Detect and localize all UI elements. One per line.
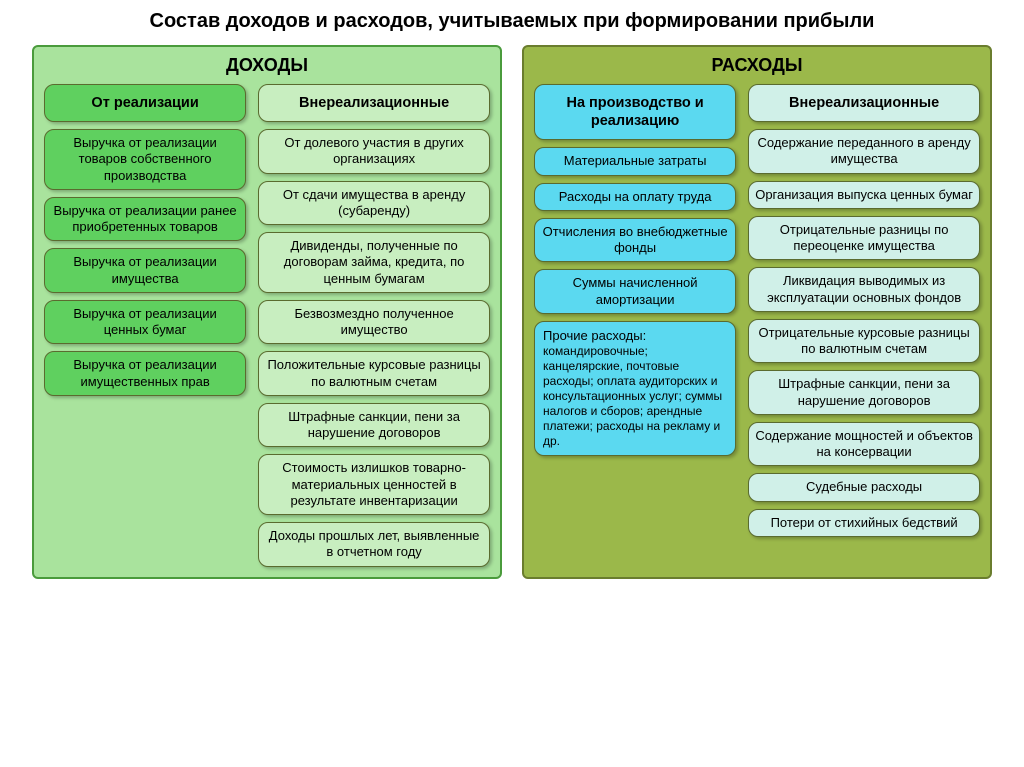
expense-right-item-4: Отрицательные курсовые разницы по валютн… — [748, 319, 980, 364]
income-right-item-3: Безвозмездно полученное имущество — [258, 300, 490, 345]
expense-right-column: Внереализационные Содержание переданного … — [748, 84, 980, 537]
income-left-item-2: Выручка от реализации имущества — [44, 248, 246, 293]
expense-right-item-1: Организация выпуска ценных бумаг — [748, 181, 980, 209]
expense-left-column: На производство и реализацию Материальные… — [534, 84, 736, 537]
expense-right-item-7: Судебные расходы — [748, 473, 980, 501]
expense-left-item-2: Отчисления во внебюджетные фонды — [534, 218, 736, 263]
income-right-header: Внереализационные — [258, 84, 490, 122]
income-right-item-1: От сдачи имущества в аренду (субаренду) — [258, 181, 490, 226]
expense-right-item-8: Потери от стихийных бедствий — [748, 509, 980, 537]
income-left-item-3: Выручка от реализации ценных бумаг — [44, 300, 246, 345]
expense-right-item-0: Содержание переданного в аренду имуществ… — [748, 129, 980, 174]
expense-panel: РАСХОДЫ На производство и реализацию Мате… — [522, 45, 992, 579]
expense-right-item-5: Штрафные санкции, пени за нарушение дого… — [748, 370, 980, 415]
income-panel: ДОХОДЫ От реализации Выручка от реализаци… — [32, 45, 502, 579]
income-right-column: Внереализационные От долевого участия в д… — [258, 84, 490, 567]
income-right-item-2: Дивиденды, полученные по договорам займа… — [258, 232, 490, 293]
income-left-item-4: Выручка от реализации имущественных прав — [44, 351, 246, 396]
income-right-item-5: Штрафные санкции, пени за нарушение дого… — [258, 403, 490, 448]
page-title: Состав доходов и расходов, учитываемых п… — [20, 10, 1004, 33]
panels-container: ДОХОДЫ От реализации Выручка от реализаци… — [20, 45, 1004, 579]
expense-panel-title: РАСХОДЫ — [534, 55, 980, 76]
income-left-item-1: Выручка от реализации ранее приобретенны… — [44, 197, 246, 242]
expense-right-header: Внереализационные — [748, 84, 980, 122]
expense-other-body: командировочные; канцелярские, почтовые … — [543, 344, 727, 449]
income-right-item-7: Доходы прошлых лет, выявленные в отчетно… — [258, 522, 490, 567]
expense-left-header: На производство и реализацию — [534, 84, 736, 140]
expense-right-item-6: Содержание мощностей и объектов на консе… — [748, 422, 980, 467]
income-right-item-4: Положительные курсовые разницы по валютн… — [258, 351, 490, 396]
income-left-header: От реализации — [44, 84, 246, 122]
expense-other-title: Прочие расходы: — [543, 328, 727, 344]
income-right-item-6: Стоимость излишков товарно-материальных … — [258, 454, 490, 515]
income-right-item-0: От долевого участия в других организация… — [258, 129, 490, 174]
expense-other-box: Прочие расходы:командировочные; канцеляр… — [534, 321, 736, 456]
expense-right-item-2: Отрицательные разницы по переоценке имущ… — [748, 216, 980, 261]
income-left-item-0: Выручка от реализации товаров собственно… — [44, 129, 246, 190]
expense-left-item-1: Расходы на оплату труда — [534, 183, 736, 211]
expense-left-item-0: Материальные затраты — [534, 147, 736, 175]
expense-right-item-3: Ликвидация выводимых из эксплуатации осн… — [748, 267, 980, 312]
expense-left-item-3: Суммы начисленной амортизации — [534, 269, 736, 314]
income-left-column: От реализации Выручка от реализации товар… — [44, 84, 246, 567]
income-panel-title: ДОХОДЫ — [44, 55, 490, 76]
